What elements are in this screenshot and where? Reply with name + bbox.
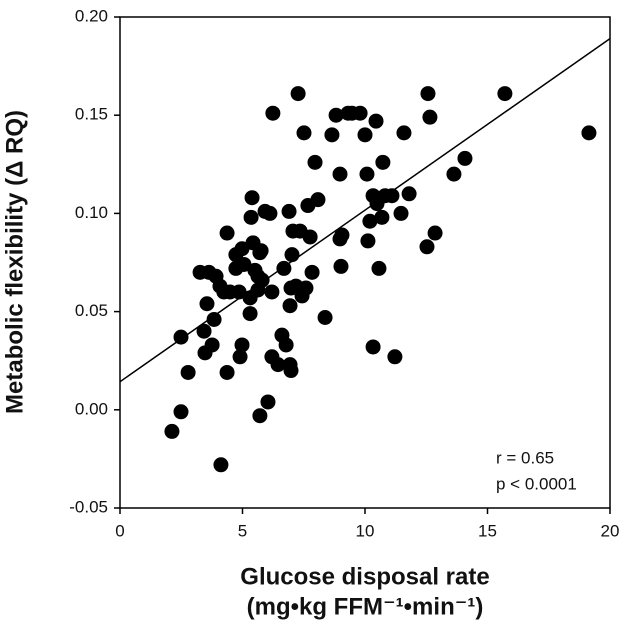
point	[283, 363, 299, 379]
point	[236, 256, 252, 272]
point	[387, 349, 403, 365]
point	[284, 247, 300, 263]
x-tick-label: 0	[115, 521, 124, 540]
point	[196, 323, 212, 339]
y-tick-label: 0.00	[75, 399, 108, 418]
point	[262, 205, 278, 221]
point	[213, 457, 229, 473]
point	[234, 241, 250, 257]
point	[296, 125, 312, 141]
point	[164, 423, 180, 439]
point	[264, 284, 280, 300]
point	[396, 125, 412, 141]
point	[360, 233, 376, 249]
x-tick-label: 15	[478, 521, 497, 540]
point	[298, 280, 314, 296]
point	[180, 364, 196, 380]
y-tick-label: 0.10	[75, 203, 108, 222]
y-axis-title: Metabolic flexibility (Δ RQ)	[1, 110, 28, 414]
x-tick-label: 10	[356, 521, 375, 540]
point	[393, 205, 409, 221]
point	[270, 357, 286, 373]
point	[304, 264, 320, 280]
annotation: p < 0.0001	[496, 474, 577, 493]
point	[324, 127, 340, 143]
point	[401, 186, 417, 202]
x-axis-title: Glucose disposal rate	[240, 563, 489, 590]
point	[328, 107, 344, 123]
point	[422, 109, 438, 125]
point	[173, 404, 189, 420]
point	[333, 258, 349, 274]
point	[419, 239, 435, 255]
point	[242, 306, 258, 322]
x-axis-units: (mg•kg FFM⁻¹•min⁻¹)	[247, 593, 484, 620]
point	[427, 225, 443, 241]
y-tick-label: -0.05	[69, 497, 108, 516]
point	[375, 154, 391, 170]
annotation: r = 0.65	[496, 448, 554, 467]
point	[334, 227, 350, 243]
point	[232, 349, 248, 365]
point	[278, 337, 294, 353]
point	[244, 190, 260, 206]
trend-line	[119, 37, 611, 383]
x-tick-label: 20	[601, 521, 620, 540]
x-tick-label: 5	[238, 521, 247, 540]
point	[219, 225, 235, 241]
point	[457, 150, 473, 166]
point	[332, 166, 348, 182]
y-tick-label: 0.05	[75, 301, 108, 320]
point	[368, 113, 384, 129]
point	[359, 166, 375, 182]
point	[282, 298, 298, 314]
point	[352, 105, 368, 121]
point	[206, 311, 222, 327]
point	[199, 296, 215, 312]
point	[357, 127, 373, 143]
point	[374, 209, 390, 225]
point	[252, 408, 268, 424]
point	[446, 166, 462, 182]
point	[204, 337, 220, 353]
point	[384, 188, 400, 204]
point	[281, 203, 297, 219]
point	[420, 86, 436, 102]
point	[253, 243, 269, 259]
point	[290, 86, 306, 102]
point	[307, 154, 323, 170]
point	[371, 260, 387, 276]
point	[497, 86, 513, 102]
point	[234, 337, 250, 353]
point	[581, 125, 597, 141]
point	[219, 364, 235, 380]
point	[260, 394, 276, 410]
point	[362, 213, 378, 229]
point	[243, 209, 259, 225]
point	[310, 192, 326, 208]
point	[317, 309, 333, 325]
point	[365, 339, 381, 355]
y-tick-label: 0.20	[75, 6, 108, 25]
y-tick-label: 0.15	[75, 105, 108, 124]
point	[265, 105, 281, 121]
point	[302, 229, 318, 245]
